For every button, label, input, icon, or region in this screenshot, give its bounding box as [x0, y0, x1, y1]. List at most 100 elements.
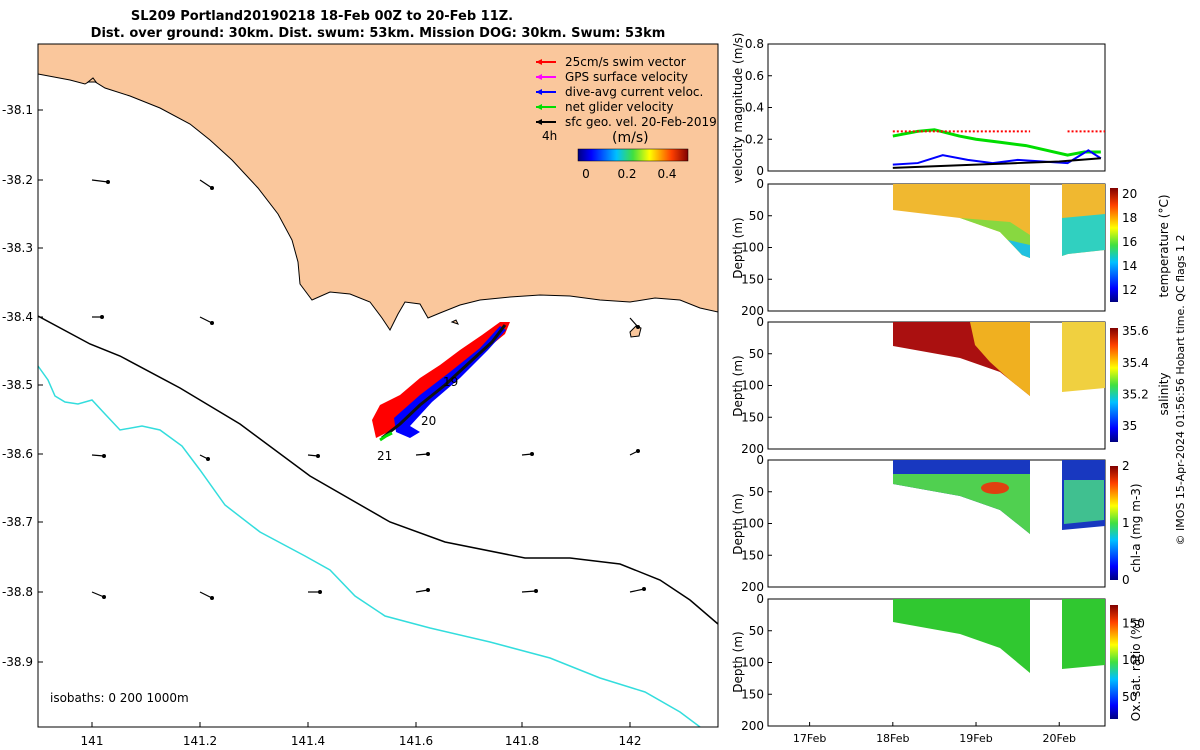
legend-label: 25cm/s swim vector	[565, 55, 686, 69]
oxygen-y-axis: 0 50 100 150 200	[741, 592, 772, 733]
colorbar-tick-label: 0.2	[617, 167, 636, 181]
salinity-colorbar-ticks: 35 35.2 35.4 35.6	[1122, 324, 1149, 433]
net-velocity-end	[379, 431, 393, 442]
land-mass	[38, 44, 718, 331]
depth-tick-label: 50	[749, 624, 764, 638]
oxygen-colorbar	[1110, 605, 1118, 719]
geo-arrow	[199, 179, 213, 189]
colorbar-tick-label: 35.4	[1122, 356, 1149, 370]
salinity-panel: 0 50 100 150 200 Depth (m) 35 35.2 35.4 35.6 sa…	[731, 315, 1171, 456]
salinity-ylabel: Depth (m)	[731, 355, 745, 416]
colorbar-tick-label: 2	[1122, 459, 1130, 473]
depth-tick-label: 150	[741, 548, 764, 562]
map-x-tick-label: 141	[81, 734, 104, 748]
depth-tick-label: 150	[741, 687, 764, 701]
depth-tick-label: 150	[741, 410, 764, 424]
chla-max	[981, 482, 1009, 494]
map-y-tick-label: -38.2	[2, 173, 33, 187]
geo-arrow-head	[210, 186, 214, 190]
geo-arrow-head	[210, 321, 214, 325]
sal-mid-layer	[970, 322, 1030, 396]
colorbar-tick-label: 0	[1122, 573, 1130, 587]
velocity-y-tick-label: 0.4	[745, 101, 764, 115]
map-x-tick-label: 141.8	[505, 734, 539, 748]
legend-arrow-head	[536, 89, 542, 95]
isobath-200	[38, 315, 718, 625]
depth-tick-label: 150	[741, 272, 764, 286]
map-y-tick-label: -38.7	[2, 515, 33, 529]
map-panel: 19 20 21 141 141.2 141.4 141.6 141.8 142 -38.…	[2, 43, 719, 748]
legend-label: GPS surface velocity	[565, 70, 688, 84]
geo-arrow	[629, 317, 639, 328]
time-tick-label: 17Feb	[793, 732, 826, 745]
map-y-axis: -38.1 -38.2 -38.3 -38.4 -38.5 -38.6 -38.7 -38.8…	[2, 103, 43, 669]
colorbar-tick-label: 0	[582, 167, 590, 181]
depth-tick-label: 100	[741, 379, 764, 393]
legend-label: dive-avg current veloc.	[565, 85, 703, 99]
velocity-y-tick-label: 0.6	[745, 69, 764, 83]
salinity-colorbar	[1110, 328, 1118, 442]
chla-colorbar	[1110, 466, 1118, 580]
depth-tick-label: 200	[741, 442, 764, 456]
colorbar-tick-label: 35.6	[1122, 324, 1149, 338]
geo-arrow	[415, 589, 429, 593]
isobath-1000	[38, 365, 701, 727]
velocity-ylabel: velocity magnitude (m/s)	[731, 33, 745, 184]
depth-tick-label: 0	[756, 177, 764, 191]
oxygen-ylabel: Depth (m)	[731, 631, 745, 692]
temperature-colorbar-ticks: 12 14 16 18 20	[1122, 187, 1137, 297]
temperature-y-axis: 0 50 100 150 200	[741, 177, 772, 318]
geo-arrow	[91, 179, 109, 183]
geo-arrow-head	[426, 588, 430, 592]
velocity-y-axis: 0 0.2 0.4 0.6 0.8	[745, 37, 772, 178]
depth-tick-label: 100	[741, 517, 764, 531]
geo-arrow-head	[642, 587, 646, 591]
geo-arrow-head	[106, 180, 110, 184]
map-y-tick-label: -38.4	[2, 310, 33, 324]
islet	[86, 77, 97, 83]
map-y-tick-label: -38.6	[2, 447, 33, 461]
temp-later-cool	[1062, 214, 1105, 256]
velocity-y-tick-label: 0	[756, 164, 764, 178]
right-panels: 0 0.2 0.4 0.6 0.8 velocity magnitude (m/s) 0…	[731, 33, 1171, 745]
temp-cool-patch	[1008, 240, 1030, 258]
map-y-tick-label: -38.9	[2, 655, 33, 669]
geo-arrow-head	[102, 454, 106, 458]
time-tick-label: 20Feb	[1042, 732, 1075, 745]
oxygen-colorbar-label: Ox. sat. ratio (%)	[1129, 619, 1143, 721]
geo-arrow	[91, 454, 105, 457]
colorbar-tick-label: 50	[1122, 690, 1137, 704]
geo-arrow-head	[636, 325, 640, 329]
colorbar-tick-label: 12	[1122, 283, 1137, 297]
velocity-panel: 0 0.2 0.4 0.6 0.8 velocity magnitude (m/s)	[731, 33, 1106, 184]
depth-tick-label: 200	[741, 304, 764, 318]
colorbar-tick-label: 35.2	[1122, 388, 1149, 402]
velocity-series-line	[892, 157, 1101, 169]
geo-arrow	[91, 591, 105, 598]
geo-arrow-head	[318, 590, 322, 594]
salinity-y-axis: 0 50 100 150 200	[741, 315, 772, 456]
map-x-axis: 141 141.2 141.4 141.6 141.8 142	[81, 722, 641, 748]
copyright-text: © IMOS 15-Apr-2024 01:56:56 Hobart time.…	[1174, 235, 1187, 546]
time-axis: 17Feb 18Feb 19Feb 20Feb	[793, 722, 1076, 745]
geo-arrow	[415, 453, 429, 456]
colorbar-tick-label: 35	[1122, 419, 1137, 433]
depth-tick-label: 200	[741, 719, 764, 733]
geo-arrow-head	[102, 595, 106, 599]
chla-colorbar-ticks: 0 1 2	[1122, 459, 1130, 587]
isobaths-label: isobaths: 0 200 1000m	[50, 691, 189, 705]
scale-label: 4h	[542, 129, 557, 143]
legend-label: net glider velocity	[565, 100, 673, 114]
depth-tick-label: 50	[749, 485, 764, 499]
speed-colorbar-ticks: 0 0.2 0.4	[582, 167, 676, 181]
time-tick-label: 18Feb	[876, 732, 909, 745]
depth-tick-label: 100	[741, 656, 764, 670]
chla-colorbar-label: chl-a (mg m-3)	[1129, 483, 1143, 572]
geo-arrow	[199, 316, 213, 324]
temperature-colorbar	[1110, 188, 1118, 302]
map-y-tick-label: -38.8	[2, 585, 33, 599]
geo-arrow-head	[100, 315, 104, 319]
depth-tick-label: 0	[756, 315, 764, 329]
chla-later-mid	[1064, 480, 1104, 524]
